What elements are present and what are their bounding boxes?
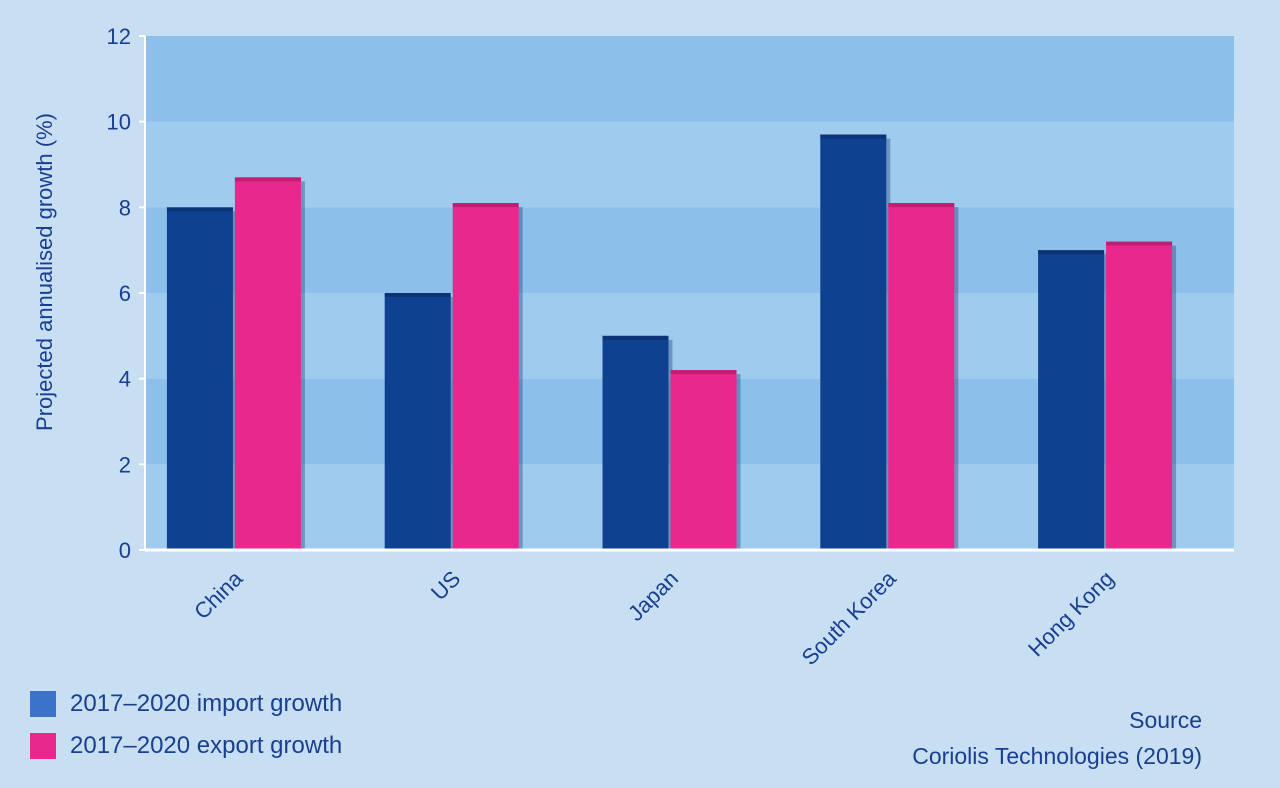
legend: 2017–2020 import growth 2017–2020 export…: [30, 690, 342, 774]
legend-label-export: 2017–2020 export growth: [70, 732, 343, 759]
x-tick-label: Hong Kong: [1023, 566, 1119, 662]
bar-import: [1038, 250, 1105, 550]
bar-top-edge: [888, 203, 955, 208]
bar-top-edge: [602, 335, 669, 340]
x-tick-label: US: [426, 566, 465, 605]
y-tick-label: 8: [119, 195, 131, 220]
y-tick-label: 0: [119, 538, 131, 563]
bar-import: [166, 207, 233, 551]
bar-export: [234, 177, 301, 550]
bar-top-edge: [384, 293, 451, 297]
bars: [166, 134, 1177, 551]
source-note: Source Coriolis Technologies (2019): [912, 702, 1202, 774]
bar-chart: 0 2 4 6 8 10 12 China US Japan South Korea Hong Ko…: [32, 24, 1234, 670]
y-tick-label: 4: [119, 367, 131, 392]
bar-top-edge: [452, 203, 519, 208]
bar-top-edge: [820, 134, 887, 139]
x-axis: China US Japan South Korea Hong Kong: [145, 548, 1234, 670]
bar-export: [1106, 241, 1173, 550]
x-tick-label: South Korea: [797, 565, 902, 670]
bar-export: [888, 203, 955, 551]
y-axis: 0 2 4 6 8 10 12: [107, 24, 146, 563]
y-tick-label: 6: [119, 281, 131, 306]
x-tick-label: Japan: [623, 566, 683, 626]
bar-import: [602, 335, 669, 550]
background-band: [145, 121, 1234, 208]
bar-top-edge: [1106, 241, 1173, 246]
x-tick-label: China: [189, 565, 248, 624]
bar-import: [820, 134, 887, 550]
legend-swatch-import: [30, 691, 56, 717]
bar-top-edge: [166, 207, 233, 212]
legend-swatch-export: [30, 733, 56, 759]
bar-top-edge: [670, 370, 737, 375]
source-label: Source: [1129, 707, 1202, 733]
bar-export: [452, 203, 519, 551]
bar-top-edge: [1038, 250, 1105, 255]
y-tick-label: 10: [107, 110, 131, 135]
bar-import: [384, 293, 451, 550]
legend-item-export: 2017–2020 export growth: [30, 732, 342, 760]
bar-top-edge: [234, 177, 301, 182]
y-tick-label: 12: [107, 24, 131, 49]
y-axis-title: Projected annualised growth (%): [32, 113, 57, 431]
bar-export: [670, 370, 737, 550]
source-text: Coriolis Technologies (2019): [912, 743, 1202, 769]
background-band: [145, 36, 1234, 122]
legend-item-import: 2017–2020 import growth: [30, 690, 342, 718]
y-tick-label: 2: [119, 452, 131, 477]
legend-label-import: 2017–2020 import growth: [70, 690, 343, 717]
